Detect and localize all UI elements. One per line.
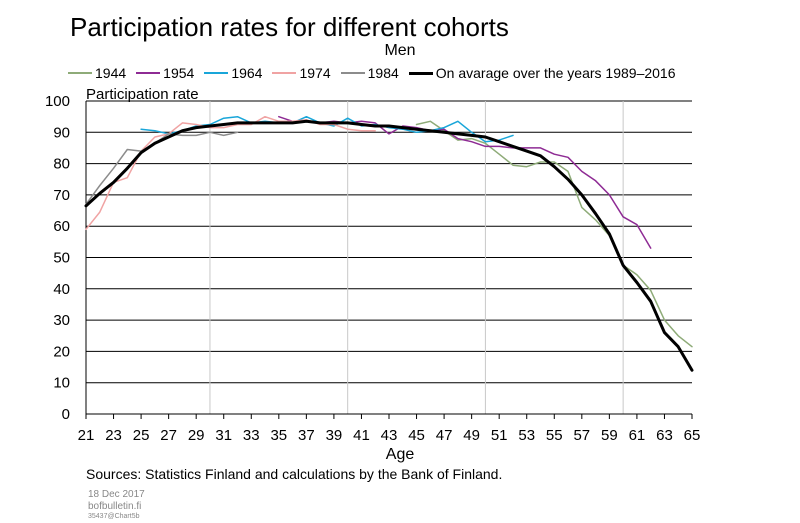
y-tick-label: 90 [53,124,70,141]
y-tick-label: 40 [53,281,70,298]
legend-label: 1944 [95,65,127,81]
legend-item: 1954 [136,65,194,81]
x-tick-label: 27 [160,427,177,444]
legend-swatch [340,72,365,74]
series-lines [84,115,694,372]
chart-subtitle: Men [384,42,416,59]
x-tick-label: 55 [546,427,563,444]
y-axis-label: Participation rate [86,86,199,103]
y-tick-label: 0 [62,406,70,423]
legend-item: 1984 [340,65,399,81]
chart-code: 35437@Chart5b [88,513,140,520]
legend-item: 1944 [68,65,126,81]
legend-label: On avarage over the years 1989–2016 [435,65,676,81]
axes [85,101,693,419]
x-tick-label: 53 [518,427,535,444]
grid [86,100,692,414]
y-tick-label: 20 [53,343,70,360]
x-tick-label: 37 [298,427,315,444]
legend-swatch [136,72,161,74]
x-tick-label: 57 [573,427,590,444]
legend-item: On avarage over the years 1989–2016 [408,65,676,81]
x-tick-label: 31 [215,427,232,444]
x-tick-label: 63 [656,427,673,444]
x-tick-label: 41 [353,427,370,444]
x-tick-label: 65 [684,427,701,444]
x-tick-label: 59 [601,427,618,444]
legend-swatch [204,72,229,74]
x-tick-label: 61 [629,427,646,444]
x-tick-label: 25 [133,427,150,444]
series-line-on-avarage-over-the-years-1989-2016 [84,119,694,372]
legend-label: 1984 [367,65,399,81]
series-line-1954 [278,115,652,249]
x-tick-label: 23 [105,427,122,444]
y-tick-label: 50 [53,250,70,267]
x-tick-label: 33 [243,427,260,444]
series-line-1974 [85,115,376,231]
y-tick-label: 100 [45,93,70,110]
publication-date: 18 Dec 2017 [88,489,145,500]
x-tick-label: 51 [491,427,508,444]
y-tick-label: 80 [53,156,70,173]
y-tick-label: 70 [53,187,70,204]
x-tick-label: 35 [270,427,287,444]
y-tick-label: 10 [53,375,70,392]
x-tick-label: 29 [188,427,205,444]
x-tick-label: 47 [436,427,453,444]
y-tick-label: 60 [53,218,70,235]
chart-title: Participation rates for different cohort… [70,12,509,42]
x-axis-label: Age [385,446,415,463]
x-tick-label: 39 [326,427,343,444]
legend-label: 1954 [163,65,195,81]
chart-legend: 1944 1954 1964 1974 1984 On avarage over the … [68,63,686,83]
legend-label: 1964 [231,65,263,81]
legend-item: 1974 [272,65,331,81]
series-line-1944 [415,120,693,348]
x-tick-label: 49 [463,427,480,444]
x-tick-label: 43 [381,427,398,444]
legend-item: 1964 [204,65,262,81]
legend-swatch [408,71,433,75]
y-tick-label: 30 [53,312,70,329]
x-tick-label: 21 [78,427,95,444]
legend-swatch [272,72,297,74]
x-tick-label: 45 [408,427,425,444]
legend-swatch [68,72,92,74]
legend-label: 1974 [299,65,331,81]
tick-labels: 0 10 20 30 40 50 60 70 80 90 100 21 23 25 27 29 31 33 35 37… [45,93,700,444]
site-name: bofbulletin.fi [88,501,142,512]
source-note: Sources: Statistics Finland and calculat… [86,466,503,482]
